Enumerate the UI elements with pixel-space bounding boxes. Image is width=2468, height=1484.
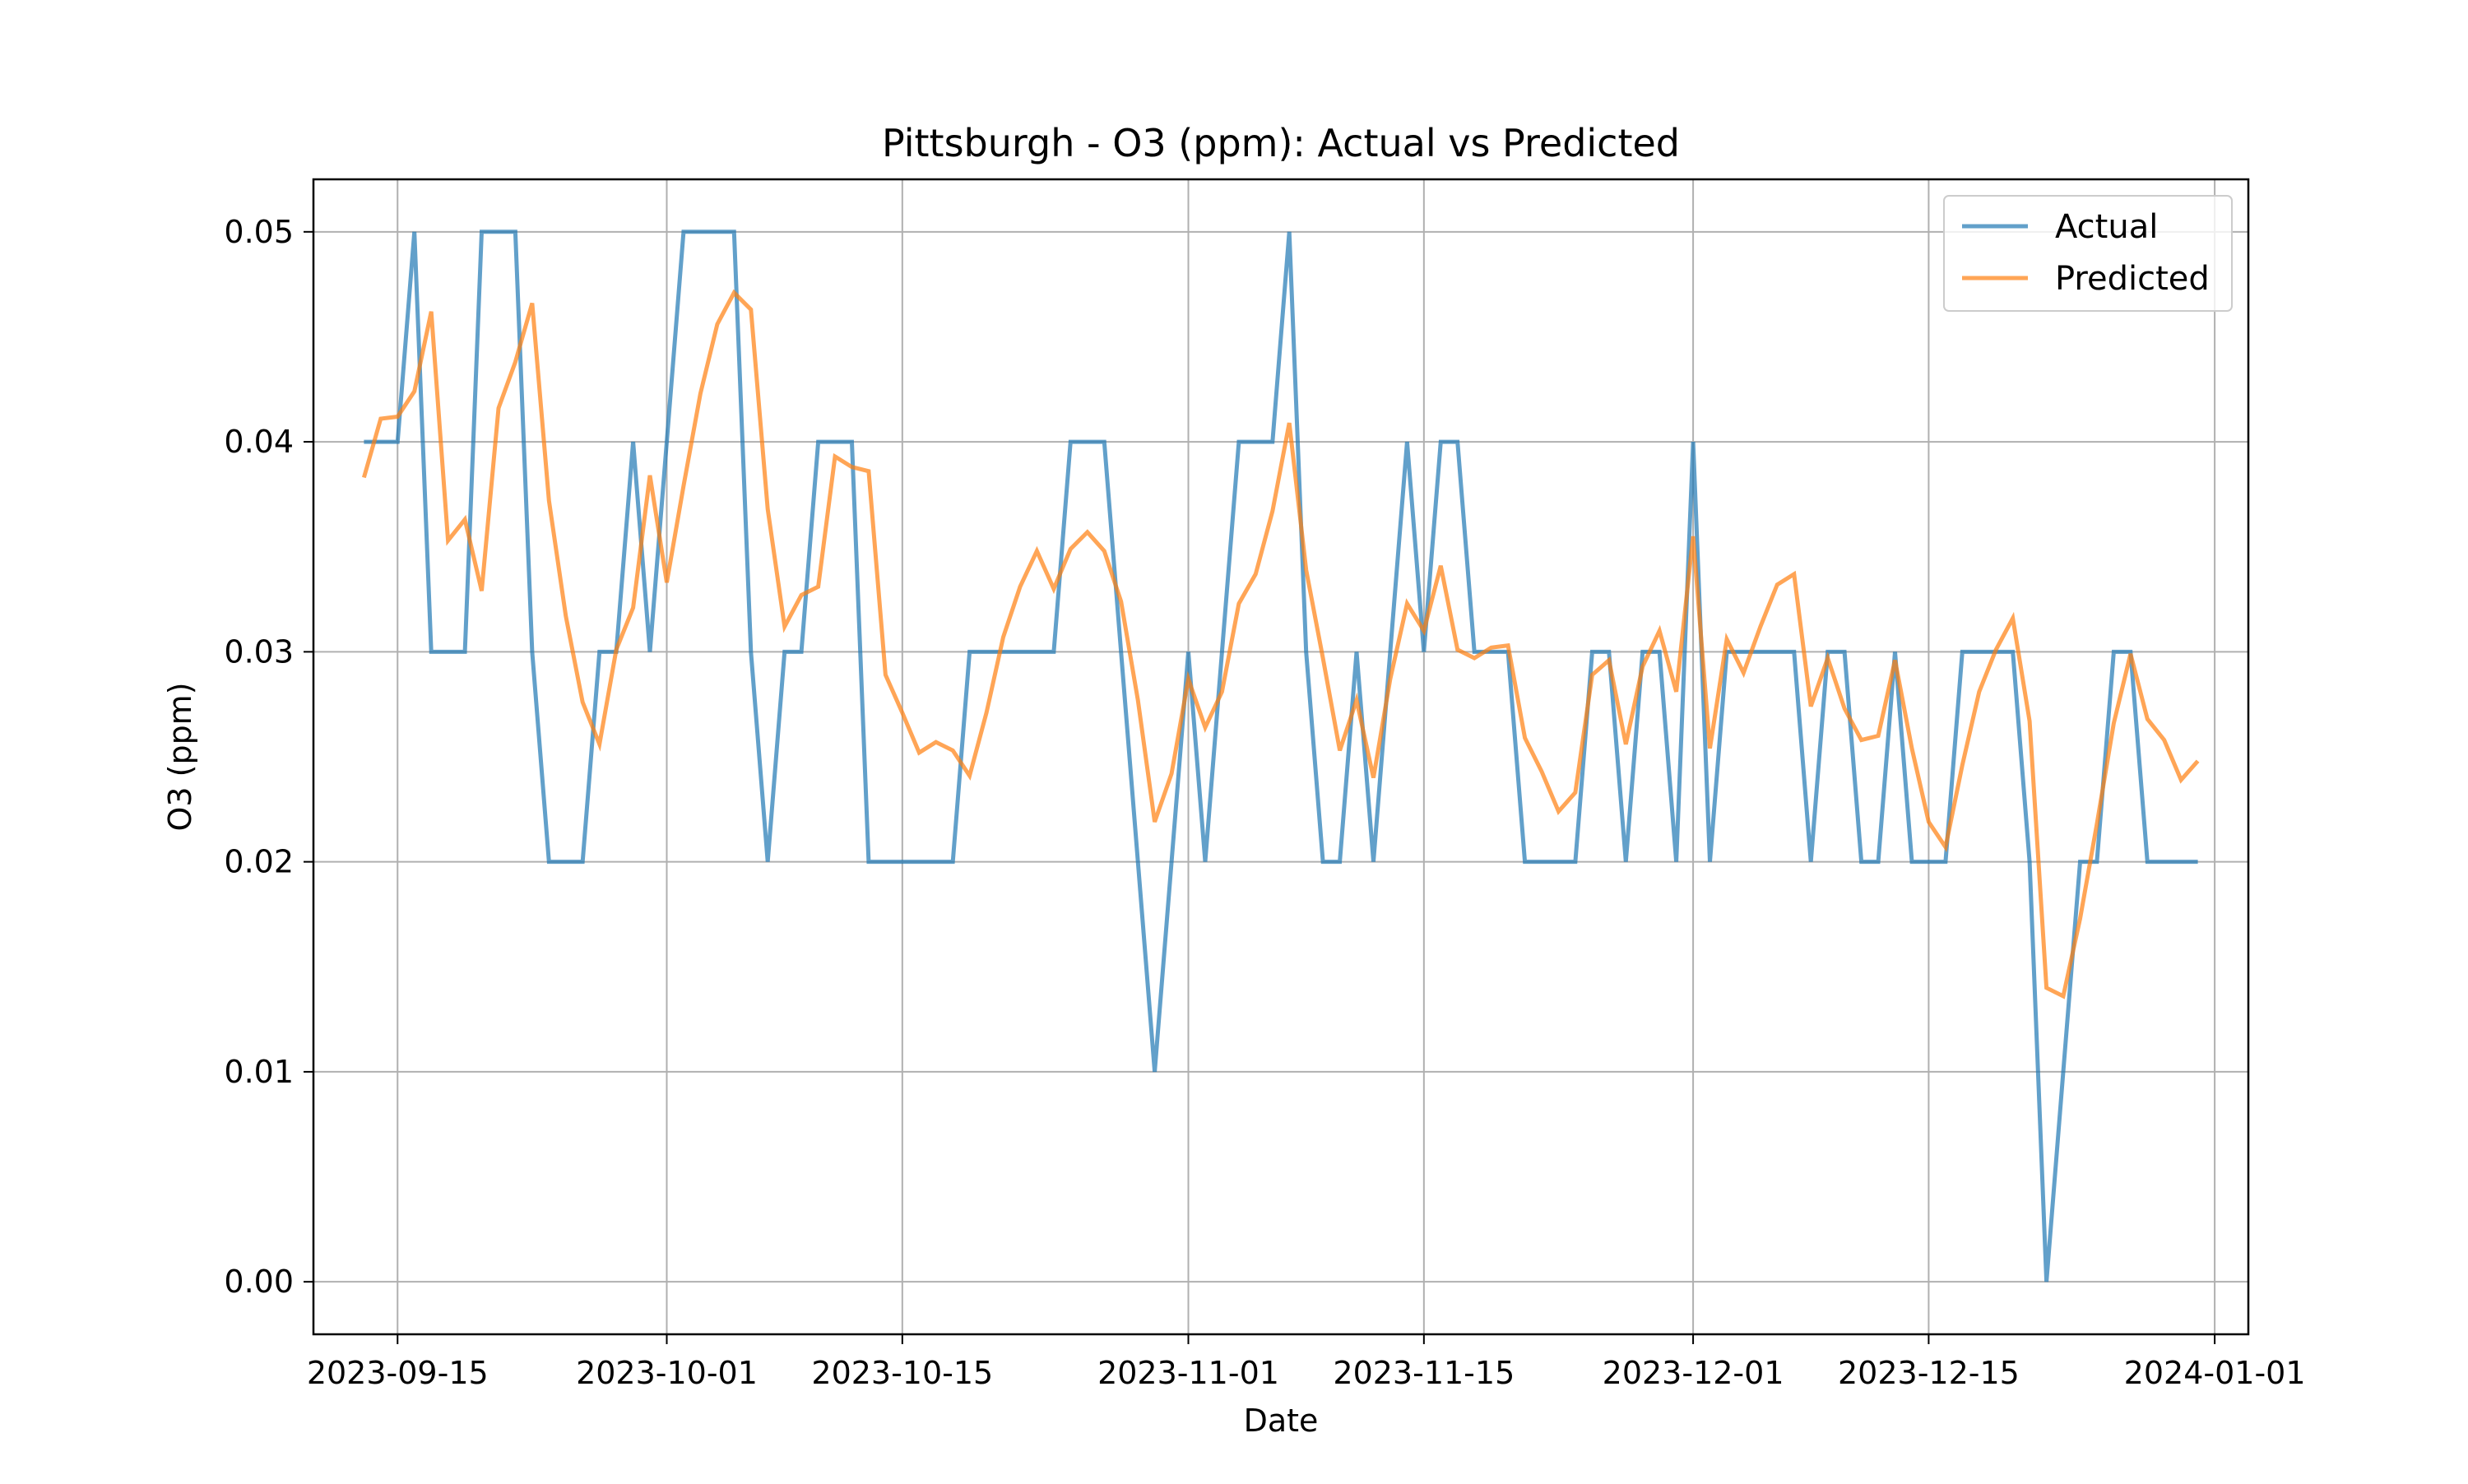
x-tick-label: 2024-01-01 [2124,1355,2306,1391]
y-axis-label: O3 (ppm) [162,682,198,831]
series-lines [361,230,2200,1282]
legend-label-actual: Actual [2055,208,2158,246]
y-tick-label: 0.02 [224,844,294,880]
y-tick-label: 0.04 [224,424,294,460]
x-tick-label: 2023-11-01 [1097,1355,1279,1391]
y-tick-label: 0.00 [224,1264,294,1300]
axis-ticks: 2023-09-15 2023-10-01 2023-10-15 2023-11-01… [224,214,2305,1391]
x-axis-label: Date [1244,1403,1319,1439]
y-tick-label: 0.03 [224,633,294,670]
x-tick-label: 2023-12-15 [1838,1355,2020,1391]
legend-label-predicted: Predicted [2055,260,2210,298]
x-tick-label: 2023-10-15 [811,1355,993,1391]
y-tick-label: 0.01 [224,1054,294,1090]
legend: Actual Predicted [1943,195,2233,312]
chart-title: Pittsburgh - O3 (ppm): Actual vs Predict… [882,121,1680,165]
x-tick-label: 2023-12-01 [1603,1355,1784,1391]
x-tick-label: 2023-11-15 [1333,1355,1515,1391]
plot-frame [312,178,2250,1336]
x-tick-label: 2023-09-15 [307,1355,489,1391]
y-tick-label: 0.05 [224,214,294,250]
series-line-actual [364,230,2198,1282]
series-line-predicted [361,289,2200,999]
x-tick-label: 2023-10-01 [576,1355,758,1391]
